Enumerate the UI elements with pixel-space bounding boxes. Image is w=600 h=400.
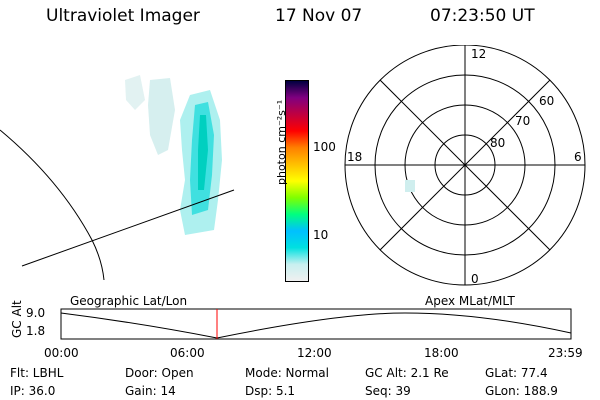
alt-xtick-4: 23:59 — [548, 346, 583, 360]
alt-xtick-2: 12:00 — [297, 346, 332, 360]
gcalt-info: GC Alt: 2.1 Re — [365, 366, 449, 380]
altitude-plot — [60, 308, 572, 340]
alt-ytick-bottom: 1.8 — [26, 324, 46, 338]
geographic-projection-label: Geographic Lat/Lon — [70, 294, 188, 308]
polar-label-right: 6 — [574, 150, 582, 164]
colorbar-tick-100: 100 — [313, 140, 336, 154]
filter-info: Flt: LBHL — [10, 366, 64, 380]
mode-info: Mode: Normal — [245, 366, 329, 380]
glat-info: GLat: 77.4 — [485, 366, 548, 380]
ip-info: IP: 36.0 — [10, 384, 56, 398]
apex-projection-label: Apex MLat/MLT — [425, 294, 515, 308]
door-info: Door: Open — [125, 366, 194, 380]
time-label: 07:23:50 UT — [430, 6, 535, 26]
gain-info: Gain: 14 — [125, 384, 176, 398]
instrument-title: Ultraviolet Imager — [46, 6, 200, 26]
polar-ring-label-70: 70 — [515, 114, 530, 128]
seq-info: Seq: 39 — [365, 384, 411, 398]
alt-xtick-0: 00:00 — [44, 346, 79, 360]
date-label: 17 Nov 07 — [275, 6, 363, 26]
polar-label-bottom: 0 — [471, 272, 479, 286]
colorbar — [285, 80, 309, 282]
longitude-line — [21, 189, 235, 267]
alt-ytick-top: 9.0 — [26, 306, 46, 320]
polar-ring-label-80: 80 — [490, 136, 505, 150]
auroral-emission — [125, 75, 222, 235]
alt-xtick-1: 06:00 — [170, 346, 205, 360]
geographic-image-panel — [0, 75, 235, 281]
polar-plot: 12 0 18 6 60 70 80 — [344, 45, 586, 286]
colorbar-tick-10: 10 — [313, 228, 329, 242]
alt-axis-title: GC Alt — [10, 300, 24, 338]
glon-info: GLon: 188.9 — [485, 384, 558, 398]
altitude-curve — [60, 312, 572, 339]
polar-ring-label-60: 60 — [539, 94, 554, 108]
dsp-info: Dsp: 5.1 — [245, 384, 296, 398]
alt-xtick-3: 18:00 — [424, 346, 459, 360]
polar-label-top: 12 — [471, 47, 486, 61]
polar-diagonal-2 — [379, 79, 551, 251]
latitude-arc — [0, 129, 105, 281]
polar-label-left: 18 — [347, 150, 362, 164]
altitude-plot-frame — [60, 308, 572, 340]
polar-emission-spot — [405, 180, 415, 192]
colorbar-unit-label: photon cm⁻²s⁻¹ — [275, 99, 288, 185]
